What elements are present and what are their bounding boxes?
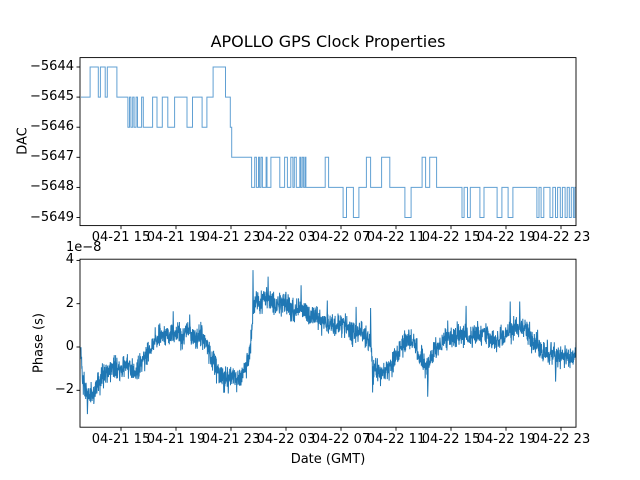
dac-y-tick-label: −5648 — [30, 179, 74, 195]
dac-y-tick-label: −5649 — [30, 209, 74, 225]
phase-offset-text: 1e−8 — [66, 240, 102, 255]
date-axis-label: Date (GMT) — [290, 452, 366, 467]
phase-y-tick-label: 2 — [65, 295, 74, 311]
dac-y-tick-label: −5644 — [30, 59, 74, 74]
top-x-tick-label: 04-21 23 — [201, 230, 261, 245]
top-x-tick-label: 04-22 03 — [256, 230, 316, 245]
top-x-tick-label: 04-22 19 — [476, 230, 536, 245]
dac-y-tick-label: −5647 — [30, 149, 74, 165]
phase-y-tick-label: −2 — [54, 382, 74, 398]
top-x-tick-label: 04-21 19 — [146, 230, 206, 245]
top-x-tick-label: 04-22 11 — [366, 230, 426, 245]
dac-y-tick-label: −5645 — [30, 89, 74, 105]
top-x-tick-label: 04-21 15 — [91, 230, 151, 245]
chart-title: APOLLO GPS Clock Properties — [210, 32, 446, 51]
bottom-x-tick-label: 04-22 03 — [256, 432, 316, 447]
phase-noise-line — [80, 270, 576, 415]
phase-y-tick-label: 0 — [65, 339, 74, 354]
bottom-x-tick-label: 04-22 19 — [476, 432, 536, 447]
top-axes-frame — [79, 57, 577, 227]
bottom-x-tick-label: 04-22 15 — [421, 432, 481, 447]
dac-step-line — [81, 66, 576, 218]
top-x-tick-label: 04-22 07 — [311, 230, 371, 245]
bottom-x-tick-label: 04-22 23 — [531, 432, 591, 447]
tick-marks — [76, 66, 562, 431]
top-x-tick-label: 04-22 23 — [531, 230, 591, 245]
dac-y-tick-label: −5646 — [30, 119, 74, 135]
bottom-x-tick-label: 04-22 11 — [366, 432, 426, 447]
phase-y-tick-label: 4 — [65, 252, 74, 268]
bottom-x-tick-label: 04-21 15 — [91, 432, 151, 447]
bottom-x-tick-label: 04-21 23 — [201, 432, 261, 447]
bottom-axes-frame — [79, 258, 577, 428]
top-x-tick-label: 04-22 15 — [421, 230, 481, 245]
bottom-x-tick-label: 04-21 19 — [146, 432, 206, 447]
bottom-x-tick-label: 04-22 07 — [311, 432, 371, 447]
